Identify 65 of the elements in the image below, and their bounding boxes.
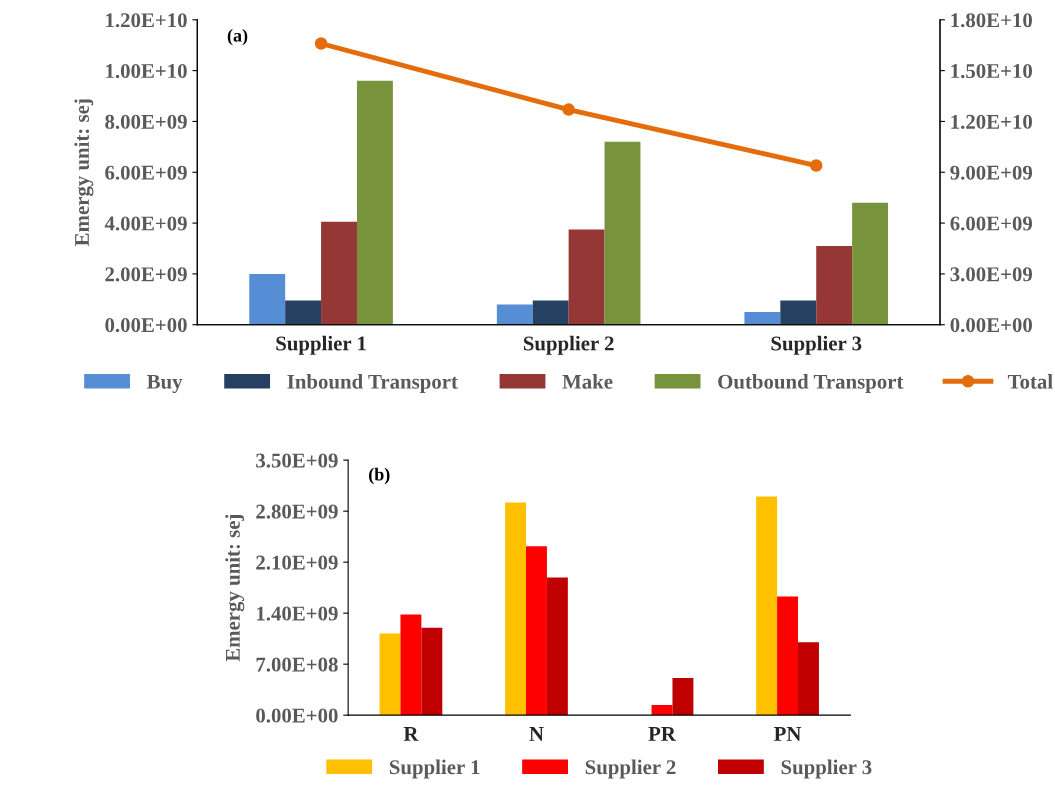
y2-tick-label: 6.00E+09: [950, 216, 1033, 231]
bar: [852, 202, 889, 325]
y-tick-label: 4.00E+09: [104, 216, 187, 231]
bar: [756, 496, 778, 716]
bar: [526, 546, 547, 716]
y2-tick-label: 0.00E+00: [950, 318, 1032, 333]
y2-tick-label: 1.20E+10: [951, 114, 1032, 129]
y2-tick-label: 3.00E+09: [950, 267, 1033, 282]
legend-label: Supplier 2: [585, 759, 676, 779]
bar: [568, 229, 605, 325]
y-tick-label: 1.20E+10: [106, 13, 187, 28]
bar: [816, 245, 853, 325]
y-tick-label: 2.80E+09: [256, 504, 338, 519]
bar: [400, 614, 422, 716]
legend-label: Outbound Transport: [718, 374, 904, 393]
y-tick-label: 0.00E+00: [256, 708, 338, 723]
annotation: (a): [227, 28, 248, 46]
bar: [532, 300, 569, 325]
bar: [285, 300, 322, 325]
y-tick-label: 1.40E+09: [257, 606, 338, 621]
legend-label: Inbound Transport: [287, 374, 458, 393]
x-tick-label: R: [403, 727, 419, 741]
point: [562, 103, 575, 116]
bar: [672, 678, 694, 716]
x-tick-label: Supplier 2: [523, 335, 614, 355]
bar: [780, 300, 817, 325]
bar: [496, 304, 533, 325]
legend-label: Total: [1007, 374, 1053, 389]
bar: [505, 502, 527, 716]
y-axis-title: Emergy unit: sej: [225, 514, 245, 662]
y-tick-label: 7.00E+08: [256, 657, 338, 672]
bar: [546, 577, 568, 716]
bar: [249, 273, 286, 325]
y-tick-label: 0.00E+00: [105, 318, 187, 333]
bar: [798, 642, 819, 716]
bar: [744, 312, 781, 325]
point: [809, 159, 823, 172]
y-tick-label: 1.00E+10: [106, 63, 187, 79]
legend-label: Make: [562, 374, 613, 389]
x-tick-label: Supplier 3: [771, 335, 862, 355]
x-tick-label: PR: [648, 727, 677, 741]
point: [314, 37, 328, 50]
y-tick-label: 3.50E+09: [256, 453, 338, 468]
x-tick-label: N: [529, 727, 544, 741]
bar: [777, 596, 799, 716]
y-tick-label: 2.10E+09: [256, 555, 338, 570]
x-tick-label: Supplier 1: [276, 335, 366, 355]
x-tick-label: PN: [774, 727, 802, 741]
bar: [356, 80, 393, 325]
bar: [421, 627, 443, 716]
y-axis-title: Emergy unit: sej: [74, 99, 94, 246]
annotation: (b): [369, 467, 390, 485]
y-tick-label: 8.00E+09: [105, 114, 187, 129]
bar: [651, 704, 673, 716]
bar: [379, 633, 401, 716]
y2-tick-label: 1.80E+10: [951, 13, 1032, 28]
bar: [604, 141, 641, 325]
y-tick-label: 6.00E+09: [105, 165, 187, 180]
bar: [321, 221, 357, 325]
legend-label: Supplier 3: [781, 759, 872, 779]
legend-label: Supplier 1: [389, 759, 480, 779]
legend-label: Buy: [147, 374, 183, 394]
y2-tick-label: 9.00E+09: [950, 165, 1033, 180]
y-tick-label: 2.00E+09: [105, 267, 187, 282]
y2-tick-label: 1.50E+10: [951, 63, 1032, 79]
